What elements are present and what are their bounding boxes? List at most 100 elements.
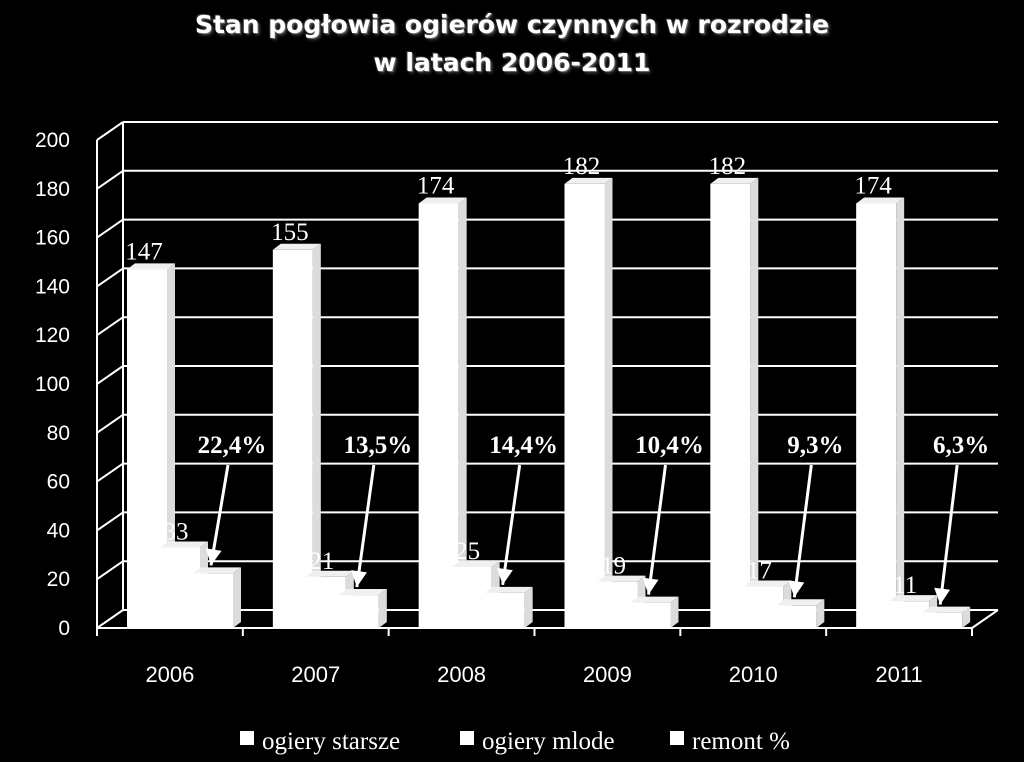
bar-ogiery-mlode-top: [889, 595, 938, 602]
x-tick-label: 2007: [291, 662, 340, 687]
gridline-depth: [96, 413, 124, 434]
data-label-ogiery-starsze: 174: [417, 172, 455, 199]
y-tick-label: 140: [35, 275, 70, 298]
bar-ogiery-starsze-side: [312, 243, 321, 629]
bar-ogiery-starsze-top: [564, 177, 613, 184]
floor-edge: [971, 609, 999, 629]
bar-ogiery-starsze-side: [458, 197, 467, 628]
x-axis-ticks: 2006 2007 2008 2009 2010 2011: [145, 662, 922, 687]
bar-remont-side: [670, 596, 679, 628]
bar-remont-side: [524, 586, 533, 628]
gridline-depth: [96, 121, 124, 141]
bar-remont-side: [962, 606, 971, 628]
bar-remont: [484, 592, 525, 628]
gridline-depth: [96, 462, 124, 483]
remont-arrow-head: [496, 567, 513, 585]
y-tick-label: 200: [35, 129, 70, 152]
bar-ogiery-starsze-top: [127, 263, 175, 270]
gridline-depth: [96, 169, 124, 190]
legend: ogiery starsze ogiery mlode remont %: [240, 728, 790, 755]
remont-arrow-line: [501, 464, 522, 586]
bar-ogiery-mlode-top: [451, 561, 500, 567]
y-tick-label: 180: [35, 178, 70, 201]
bar-ogiery-starsze-top: [856, 197, 905, 204]
remont-arrow-line: [209, 464, 230, 566]
bar-remont-side: [233, 567, 241, 628]
remont-arrow-line: [355, 464, 376, 588]
data-label-remont: 22,4%: [198, 432, 267, 459]
bar-remont-top: [776, 599, 825, 606]
y-tick-label: 60: [47, 471, 70, 494]
x-tick-label: 2006: [145, 662, 194, 687]
y-tick-label: 100: [35, 373, 70, 396]
bar-ogiery-starsze: [564, 183, 605, 629]
bar-remont-top: [338, 589, 387, 596]
bar-ogiery-starsze-side: [896, 197, 905, 628]
gridline-depth: [96, 316, 124, 337]
y-tick-label: 120: [35, 324, 70, 347]
bar-remont: [776, 605, 817, 628]
x-tick-label: 2009: [583, 662, 632, 687]
bar-remont: [630, 602, 671, 628]
remont-arrow-head: [934, 587, 951, 605]
y-tick-label: 160: [35, 227, 70, 250]
data-label-ogiery-starsze: 174: [854, 172, 892, 199]
data-label-remont: 6,3%: [933, 432, 989, 459]
x-tick-label: 2011: [875, 662, 922, 687]
remont-arrow-head: [642, 577, 659, 595]
bar-ogiery-mlode-top: [160, 541, 208, 548]
bar-ogiery-starsze-side: [167, 263, 175, 628]
data-label-ogiery-mlode: 19: [601, 553, 626, 580]
chart-title-line-2: w latach 2006-2011: [373, 48, 651, 77]
x-tick-label: 2008: [437, 662, 486, 687]
bar-ogiery-mlode-top: [305, 570, 354, 577]
data-label-ogiery-starsze: 182: [709, 153, 747, 180]
gridline-depth: [96, 609, 124, 629]
gridline-depth: [96, 267, 124, 288]
data-label-ogiery-starsze: 182: [563, 153, 601, 180]
bar-remont-side: [378, 589, 387, 628]
data-label-ogiery-mlode: 33: [164, 518, 189, 545]
gridline-depth: [96, 560, 124, 581]
bar-remont-top: [484, 586, 533, 593]
bar-ogiery-starsze: [710, 183, 751, 629]
data-label-remont: 13,5%: [343, 432, 412, 459]
gridline-depth: [96, 365, 124, 385]
legend-swatch: [670, 731, 684, 745]
bar-ogiery-mlode-top: [597, 575, 646, 582]
remont-arrow-head: [205, 548, 222, 566]
bars: [127, 177, 971, 629]
bar-ogiery-starsze-side: [604, 177, 613, 629]
legend-swatch: [460, 731, 474, 745]
remont-arrow-line: [938, 464, 959, 605]
bar-ogiery-starsze-top: [418, 197, 467, 204]
y-tick-label: 80: [47, 422, 70, 445]
legend-swatch: [240, 731, 254, 745]
remont-arrow-line: [647, 464, 667, 595]
data-label-ogiery-starsze: 147: [125, 238, 163, 265]
bar-remont-side: [816, 599, 825, 628]
bar-remont-top: [630, 596, 679, 603]
data-label-ogiery-mlode: 17: [747, 558, 772, 585]
bar-ogiery-starsze: [856, 203, 897, 628]
remont-arrow-line: [792, 464, 813, 598]
legend-entry: remont %: [692, 728, 790, 755]
y-tick-label: 20: [47, 568, 70, 591]
bar-ogiery-starsze: [418, 203, 459, 628]
data-label-remont: 9,3%: [787, 432, 843, 459]
x-tick-label: 2010: [729, 662, 778, 687]
data-label-remont: 14,4%: [489, 432, 558, 459]
data-label-remont: 10,4%: [635, 432, 704, 459]
gridline-depth: [96, 218, 124, 239]
y-axis-ticks: 0 20 40 60 80 100 120 140 160 180 200: [35, 129, 70, 640]
bar-remont: [338, 595, 379, 628]
bar-ogiery-starsze-side: [750, 177, 759, 629]
data-labels: 147 33 22,4% 155 21 13,5% 174 25 14,4% 182 19 10,4%…: [125, 153, 989, 605]
legend-entry: ogiery mlode: [482, 728, 615, 755]
remont-arrow-head: [351, 570, 367, 588]
y-tick-label: 40: [47, 519, 70, 542]
legend-entry: ogiery starsze: [262, 728, 400, 755]
chart-title-line-1: Stan pogłowia ogierów czynnych w rozrodz…: [194, 10, 830, 39]
data-label-ogiery-starsze: 155: [271, 219, 309, 246]
